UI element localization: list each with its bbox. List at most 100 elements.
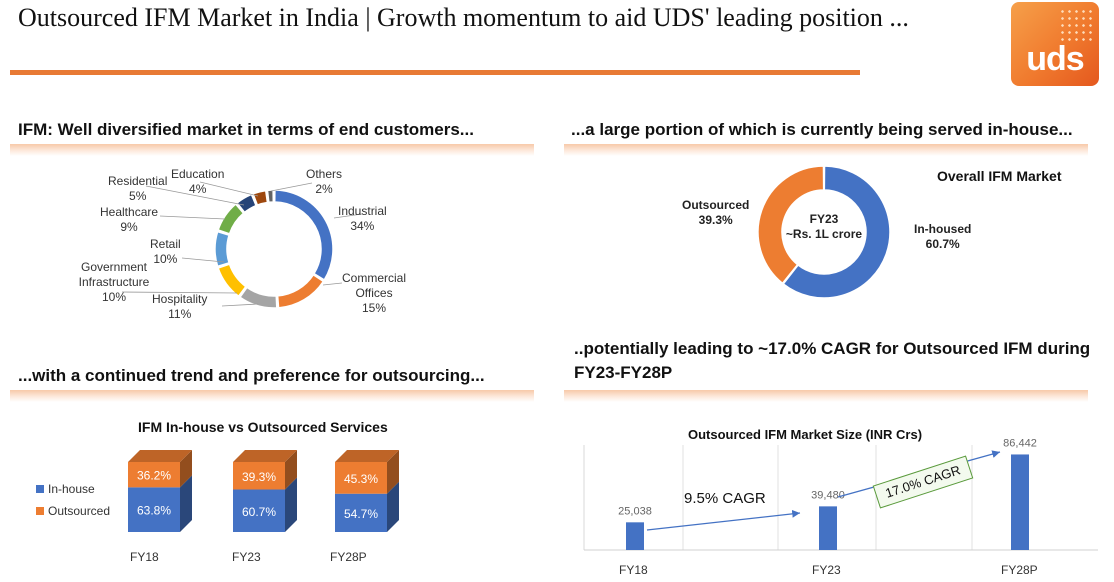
section-band [10, 390, 534, 402]
section-heading-diversified: IFM: Well diversified market in terms of… [18, 120, 474, 139]
market-value-label-FY28P: 86,442 [1003, 437, 1037, 449]
legend-outsourced: Outsourced [36, 504, 110, 518]
donut2-label-inhoused: In-housed 60.7% [914, 222, 971, 252]
legend-swatch-outsourced [36, 507, 44, 515]
donut1-label-healthcare: Healthcare 9% [100, 205, 158, 235]
legend-label-inhouse: In-house [48, 482, 95, 496]
stacked-bar-top-FY23 [233, 450, 297, 462]
section-band [564, 144, 1088, 156]
donut2-label-name: In-housed [914, 222, 972, 236]
donut1-label-residential: Residential 5% [108, 174, 167, 204]
donut1-leader-line [270, 182, 313, 192]
stacked-chart-title: IFM In-house vs Outsourced Services [138, 419, 388, 435]
donut1-slice-industrial [273, 189, 334, 281]
stacked-bar-top-FY28P [335, 450, 399, 462]
donut1-label-hospitality: Hospitality 11% [152, 292, 207, 322]
donut1-label-name: Others [306, 167, 343, 181]
donut2-label-value: 60.7% [925, 237, 960, 251]
market-bar-FY28P [1011, 454, 1029, 550]
donut1-label-commercial: Commercial Offices 15% [334, 271, 414, 316]
page-title: Outsourced IFM Market in India | Growth … [18, 3, 909, 32]
market-x-label: FY23 [812, 563, 841, 577]
donut1-leader-line [159, 215, 226, 220]
donut1-slice-commercial-offices [276, 273, 325, 309]
donut1-leader-line [145, 185, 245, 206]
uds-logo: uds [1011, 2, 1099, 86]
stacked-bar-side-FY28P [387, 481, 399, 532]
donut1-slice-education [252, 189, 269, 207]
stacked-bar-side-FY18 [180, 475, 192, 532]
donut1-slice-residential [236, 193, 258, 214]
donut1-label-name: Healthcare [100, 205, 159, 219]
donut2-label-outsourced: Outsourced 39.3% [682, 198, 749, 228]
stacked-value-label-in-house-FY28P: 54.7% [344, 507, 378, 521]
donut2-label-value: 39.3% [698, 213, 733, 227]
donut1-label-value: 10% [153, 252, 178, 266]
donut1-label-value: 11% [168, 307, 192, 321]
donut1-label-name: Retail [150, 237, 181, 251]
donut1-label-value: 2% [315, 182, 333, 196]
stacked-bar-outsourced-FY23 [233, 462, 285, 490]
donut1-label-value: 4% [189, 182, 207, 196]
donut1-leader-line [322, 282, 343, 286]
donut1-label-name: Government Infrastructure [78, 260, 150, 289]
market-x-label: FY28P [1001, 563, 1038, 577]
donut1-label-others: Others 2% [306, 167, 342, 197]
donut1-leader-line [221, 303, 259, 307]
donut1-label-name: Hospitality [152, 292, 208, 306]
logo-dot-grid [1059, 8, 1093, 42]
stacked-value-label-outsourced-FY23: 39.3% [242, 470, 276, 484]
section-band [564, 390, 1088, 402]
stacked-x-label: FY28P [330, 550, 367, 564]
donut1-leader-line [199, 181, 259, 197]
logo-text: uds [1026, 40, 1084, 78]
donut1-label-name: Commercial Offices [341, 271, 406, 300]
donut1-label-name: Education [171, 167, 225, 181]
donut1-label-industrial: Industrial 34% [338, 204, 387, 234]
stacked-bar-outsourced-FY18 [128, 462, 180, 488]
donut1-leader-line [121, 291, 238, 294]
legend-label-outsourced: Outsourced [48, 504, 111, 518]
stacked-bar-top-FY18 [128, 450, 192, 462]
donut2-slice-in-housed [782, 165, 891, 299]
donut1-leader-line [333, 213, 363, 219]
donut1-label-retail: Retail 10% [150, 237, 181, 267]
donut1-slice-healthcare [217, 203, 245, 235]
stacked-bar-side-FY18 [180, 450, 192, 488]
donut1-label-value: 9% [120, 220, 138, 234]
market-value-label-FY23: 39,480 [811, 489, 845, 501]
donut2-center-line1: FY23 [809, 212, 839, 226]
donut1-label-value: 15% [361, 301, 387, 315]
donut1-label-value: 34% [350, 219, 375, 233]
donut1-label-value: 10% [101, 290, 127, 304]
donut1-label-value: 5% [129, 189, 147, 203]
market-bar-FY18 [626, 522, 644, 550]
legend-inhouse: In-house [36, 482, 95, 496]
stacked-value-label-in-house-FY23: 60.7% [242, 505, 276, 519]
donut1-leader-line [181, 257, 225, 263]
donut1-slice-retail [214, 230, 231, 268]
donut2-label-name: Outsourced [682, 198, 750, 212]
market-x-label: FY18 [619, 563, 648, 577]
donut1-slice-others [266, 189, 275, 204]
donut1-label-education: Education 4% [171, 167, 224, 197]
stacked-bar-side-FY28P [387, 450, 399, 494]
stacked-bar-outsourced-FY28P [335, 462, 387, 494]
overall-ifm-title: Overall IFM Market [937, 168, 1062, 184]
stacked-bar-side-FY23 [285, 450, 297, 490]
stacked-bar-in-house-FY28P [335, 493, 387, 532]
stacked-bar-side-FY23 [285, 477, 297, 532]
stacked-value-label-in-house-FY18: 63.8% [137, 504, 171, 518]
stacked-value-label-outsourced-FY28P: 45.3% [344, 472, 378, 486]
donut1-slice-government-infrastructure [217, 263, 247, 298]
stacked-x-label: FY23 [232, 550, 261, 564]
donut2-center-line2: ~Rs. 1L crore [785, 227, 863, 241]
donut2-slice-outsourced [757, 165, 825, 285]
market-value-label-FY18: 25,038 [618, 505, 652, 517]
cagr-annotation-1: 9.5% CAGR [684, 490, 766, 507]
donut1-slice-hospitality [238, 286, 278, 309]
cagr-arrow-1 [646, 509, 801, 531]
stacked-bar-in-house-FY23 [233, 489, 285, 532]
